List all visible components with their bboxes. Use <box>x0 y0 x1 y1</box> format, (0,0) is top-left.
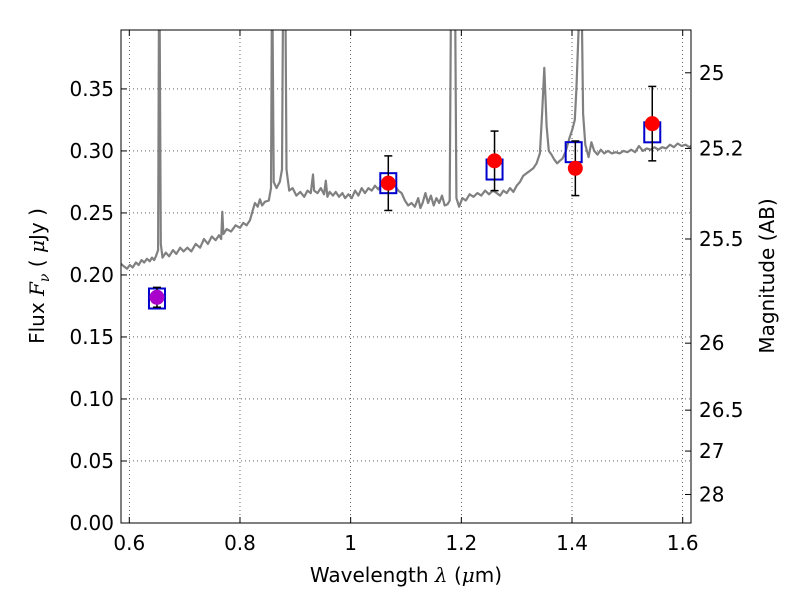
y-axis-label: Flux Fν ( μJy ) <box>25 208 53 344</box>
x-tick-label: 0.6 <box>113 531 145 555</box>
y2-tick-label: 26.5 <box>699 398 744 422</box>
y2-tick-label: 26 <box>699 331 724 355</box>
y2-axis-label: Magnitude (AB) <box>755 198 779 353</box>
spectrum-line <box>121 30 691 270</box>
observed-point-marker <box>644 116 660 132</box>
y2-tick-label: 27 <box>699 439 724 463</box>
y-tick-label: 0.25 <box>69 201 114 225</box>
observed-point-marker <box>380 175 396 191</box>
y-tick-label: 0.05 <box>69 449 114 473</box>
x-tick-label: 1.4 <box>556 531 588 555</box>
grid <box>121 30 691 524</box>
y-tick-label: 0.00 <box>69 511 114 535</box>
y2-tick-label: 25.5 <box>699 227 744 251</box>
x-tick-label: 1 <box>344 531 357 555</box>
special-point-marker <box>149 289 165 305</box>
spectrum-series <box>121 30 691 270</box>
observed-point-marker <box>487 153 503 169</box>
observed-point-marker <box>567 160 583 176</box>
photometry-points <box>147 85 662 310</box>
x-axis-label: Wavelength λ (μm) <box>310 563 502 587</box>
x-tick-label: 1.6 <box>667 531 699 555</box>
y-tick-label: 0.10 <box>69 387 114 411</box>
y2-tick-label: 25 <box>699 61 724 85</box>
y-tick-label: 0.30 <box>69 139 114 163</box>
axis-ticks: 0.6 0.8 1 1.2 1.4 1.6 0.00 0.05 0.10 0.15 0.20 0.25… <box>69 30 744 555</box>
y2-tick-label: 25.2 <box>699 136 744 160</box>
y-tick-label: 0.35 <box>69 77 114 101</box>
x-tick-label: 1.2 <box>445 531 477 555</box>
y-tick-label: 0.15 <box>69 325 114 349</box>
plot-frame <box>120 29 692 524</box>
y-tick-label: 0.20 <box>69 263 114 287</box>
x-tick-label: 0.8 <box>224 531 256 555</box>
y2-tick-label: 28 <box>699 482 724 506</box>
